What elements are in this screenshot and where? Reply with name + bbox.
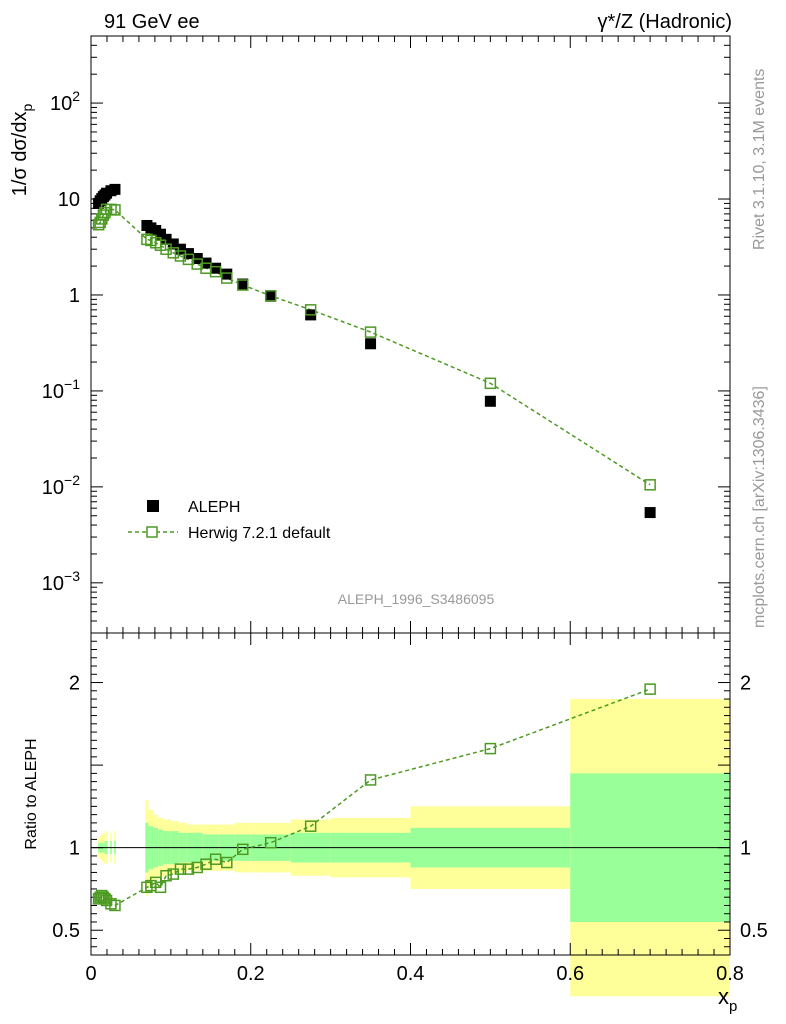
ratio-axes: 0 0.2 0.4 0.6 0.8 0.5 0.5 1 1 2 2 [52, 633, 768, 985]
analysis-watermark: ALEPH_1996_S3486095 [338, 591, 495, 607]
ratio-point [644, 683, 656, 695]
aleph-point [644, 507, 656, 519]
herwig-point [484, 377, 497, 390]
ratio-data-marks [92, 683, 656, 912]
main-ylabel-sub: p [19, 104, 35, 112]
main-ytick-label: 10−2 [42, 472, 80, 499]
aleph-point [174, 243, 186, 255]
side-text-mcplots: mcplots.cern.ch [arXiv:1306.3436] [751, 386, 768, 628]
main-ytick-base: 10 [42, 477, 64, 499]
herwig-point [644, 479, 656, 491]
xtick-label: 0.2 [237, 963, 265, 985]
herwig-point [174, 250, 187, 262]
ratio-ytick-label-left: 1 [69, 838, 80, 860]
ratio-ytick-label-right: 1 [740, 838, 751, 860]
ratio-point [105, 898, 117, 910]
xtick-label: 0 [85, 963, 96, 985]
main-ytick-exp: 2 [72, 88, 80, 104]
legend-label-herwig: Herwig 7.2.1 default [188, 525, 331, 542]
aleph-point [154, 228, 166, 240]
herwig-point [237, 279, 249, 291]
aleph-point [265, 290, 277, 302]
xlabel-sub: p [729, 998, 737, 1015]
ratio-ylabel: Ratio to ALEPH [23, 738, 40, 849]
xtick-label: 0.8 [716, 963, 744, 985]
herwig-point [264, 290, 277, 302]
ratio-point [484, 742, 497, 755]
main-ytick-exp: −3 [64, 568, 80, 584]
herwig-point [304, 304, 317, 316]
ratio-ytick-label-left: 0.5 [52, 920, 80, 942]
main-ytick-label: 10−3 [42, 568, 80, 595]
ratio-point [237, 843, 249, 856]
ratio-ytick-label-right: 0.5 [740, 920, 768, 942]
ratio-ytick-label-right: 2 [740, 673, 751, 695]
ratio-point [160, 869, 172, 882]
main-ytick-label: 10−1 [42, 376, 80, 403]
aleph-point [365, 338, 377, 350]
ratio-point [97, 891, 110, 903]
main-ytick-label: 102 [50, 88, 80, 115]
title-right: γ*/Z (Hadronic) [598, 11, 732, 33]
main-ytick-exp: −1 [64, 376, 80, 392]
ratio-point [264, 836, 277, 849]
legend-marker-herwig [146, 526, 158, 538]
xlabel: x [718, 984, 729, 1009]
main-panel-frame [90, 35, 731, 634]
main-ytick-label: 1 [69, 285, 80, 307]
herwig-point [209, 265, 222, 278]
xlabel-group: xp [718, 984, 737, 1015]
herwig-point [160, 243, 172, 255]
main-ylabel-group: 1/σ dσ/dxp [9, 104, 35, 197]
ratio-point [109, 899, 121, 912]
ratio-point [191, 861, 203, 874]
aleph-point [109, 183, 121, 195]
herwig-point [364, 326, 377, 338]
xtick-label: 0.6 [556, 963, 584, 985]
herwig-point [221, 272, 233, 284]
ratio-point [221, 856, 233, 869]
herwig-point [191, 258, 203, 270]
main-ytick-base: 1 [69, 285, 80, 307]
ratio-point [304, 820, 317, 832]
main-ylabel: 1/σ dσ/dx [9, 112, 31, 197]
aleph-point [210, 262, 222, 274]
aleph-point [167, 238, 179, 250]
ratio-point [174, 863, 187, 875]
main-ytick-label: 10 [58, 189, 80, 211]
herwig-point [109, 204, 121, 216]
aleph-point [237, 278, 249, 290]
main-ytick-base: 10 [42, 381, 64, 403]
xtick-label: 0.4 [397, 963, 425, 985]
ratio-point [364, 774, 377, 786]
main-data-marks [92, 183, 656, 519]
ratio-ytick-label-left: 2 [69, 673, 80, 695]
aleph-point [160, 233, 172, 245]
aleph-point [182, 248, 194, 260]
ratio-point [154, 881, 167, 894]
legend: ALEPH Herwig 7.2.1 default [128, 499, 331, 542]
svg-text:1/σ dσ/dxp: 1/σ dσ/dxp [9, 104, 35, 197]
herwig-point [167, 247, 180, 259]
aleph-point [221, 268, 233, 280]
main-ytick-base: 10 [42, 573, 64, 595]
legend-label-aleph: ALEPH [188, 499, 240, 516]
herwig-point [141, 233, 153, 246]
ratio-point [182, 863, 195, 875]
main-ytick-exp: −2 [64, 472, 80, 488]
ratio-point [209, 853, 222, 865]
main-ytick-base: 10 [50, 93, 72, 115]
title-left: 91 GeV ee [104, 11, 200, 33]
legend-marker-aleph [147, 500, 159, 512]
side-text-rivet: Rivet 3.1.10, 3.1M events [751, 69, 768, 250]
aleph-point [484, 395, 496, 407]
main-ytick-base: 10 [58, 189, 80, 211]
